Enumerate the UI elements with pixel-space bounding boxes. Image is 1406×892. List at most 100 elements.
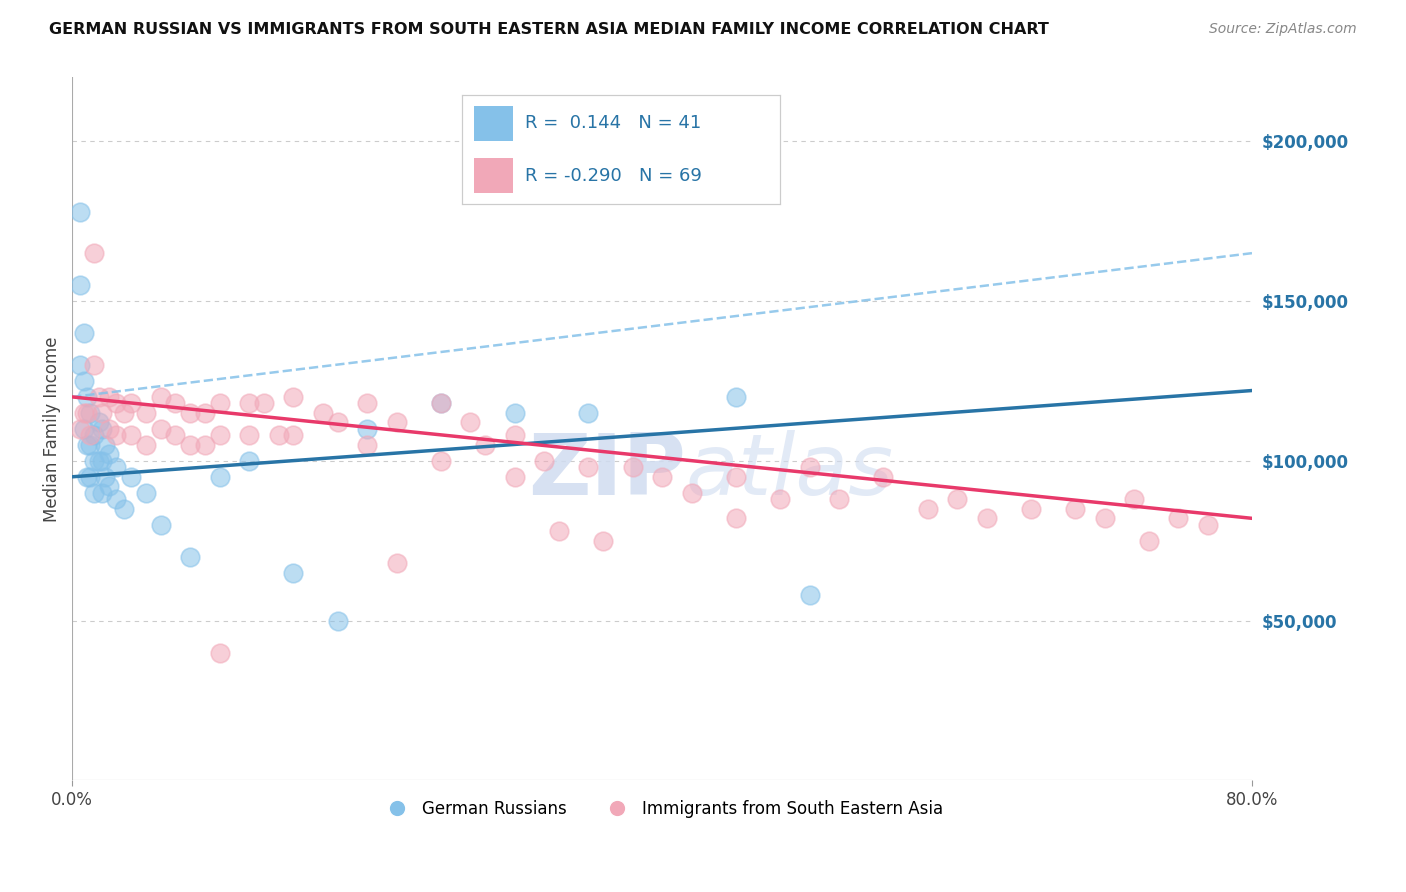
Point [208, 646, 231, 660]
Point [79, 406, 101, 420]
Point [69, 204, 91, 219]
Point [93, 470, 115, 484]
Point [326, 614, 349, 628]
Point [83, 428, 105, 442]
Point [98, 390, 121, 404]
Point [112, 501, 135, 516]
Point [1064, 501, 1087, 516]
Point [105, 428, 128, 442]
Point [79, 438, 101, 452]
Text: atlas: atlas [686, 430, 894, 513]
Point [430, 396, 453, 410]
Point [460, 416, 482, 430]
Point [724, 390, 747, 404]
Point [356, 422, 378, 436]
Point [87, 454, 110, 468]
Point [87, 390, 110, 404]
Point [69, 278, 91, 293]
Point [503, 406, 526, 420]
Point [238, 396, 260, 410]
Point [356, 396, 378, 410]
Point [105, 460, 128, 475]
Point [90, 406, 112, 420]
Point [283, 428, 305, 442]
Point [112, 406, 135, 420]
Point [73, 422, 96, 436]
Text: ZIP: ZIP [527, 430, 686, 513]
Point [799, 460, 821, 475]
Point [1019, 501, 1042, 516]
Point [73, 326, 96, 340]
Point [1137, 533, 1160, 548]
Point [90, 454, 112, 468]
Point [828, 492, 851, 507]
Point [238, 428, 260, 442]
Point [503, 428, 526, 442]
Point [90, 422, 112, 436]
Point [576, 406, 599, 420]
Point [98, 422, 121, 436]
Point [120, 428, 142, 442]
Point [79, 470, 101, 484]
Point [87, 416, 110, 430]
Point [69, 422, 91, 436]
Y-axis label: Median Family Income: Median Family Income [44, 336, 60, 522]
Point [724, 470, 747, 484]
Point [83, 485, 105, 500]
Point [194, 438, 217, 452]
Point [79, 428, 101, 442]
Point [356, 438, 378, 452]
Point [253, 396, 276, 410]
Point [724, 511, 747, 525]
Point [135, 438, 157, 452]
Point [73, 374, 96, 388]
Point [98, 479, 121, 493]
Point [179, 406, 201, 420]
Point [799, 588, 821, 602]
Point [1197, 517, 1219, 532]
Point [165, 428, 187, 442]
Point [430, 454, 453, 468]
Point [76, 438, 98, 452]
Point [283, 566, 305, 580]
Point [430, 396, 453, 410]
Point [105, 492, 128, 507]
Point [1167, 511, 1189, 525]
Point [474, 438, 496, 452]
Point [946, 492, 969, 507]
Point [385, 416, 408, 430]
Point [194, 406, 217, 420]
Point [120, 470, 142, 484]
Point [1123, 492, 1146, 507]
Point [135, 485, 157, 500]
Point [83, 246, 105, 260]
Point [312, 406, 335, 420]
Legend: German Russians, Immigrants from South Eastern Asia: German Russians, Immigrants from South E… [374, 793, 950, 825]
Point [76, 470, 98, 484]
Point [149, 422, 172, 436]
Point [208, 428, 231, 442]
Point [90, 485, 112, 500]
Point [76, 390, 98, 404]
Point [83, 454, 105, 468]
Point [93, 438, 115, 452]
Point [267, 428, 290, 442]
Point [208, 396, 231, 410]
Point [547, 524, 569, 538]
Text: GERMAN RUSSIAN VS IMMIGRANTS FROM SOUTH EASTERN ASIA MEDIAN FAMILY INCOME CORREL: GERMAN RUSSIAN VS IMMIGRANTS FROM SOUTH … [49, 22, 1049, 37]
Point [165, 396, 187, 410]
Point [976, 511, 998, 525]
Point [533, 454, 555, 468]
Point [149, 517, 172, 532]
Point [326, 416, 349, 430]
Point [135, 406, 157, 420]
Point [179, 549, 201, 564]
Point [120, 396, 142, 410]
Text: Source: ZipAtlas.com: Source: ZipAtlas.com [1209, 22, 1357, 37]
Point [83, 358, 105, 372]
Point [98, 447, 121, 461]
Point [208, 470, 231, 484]
Point [917, 501, 939, 516]
Point [179, 438, 201, 452]
Point [681, 485, 703, 500]
